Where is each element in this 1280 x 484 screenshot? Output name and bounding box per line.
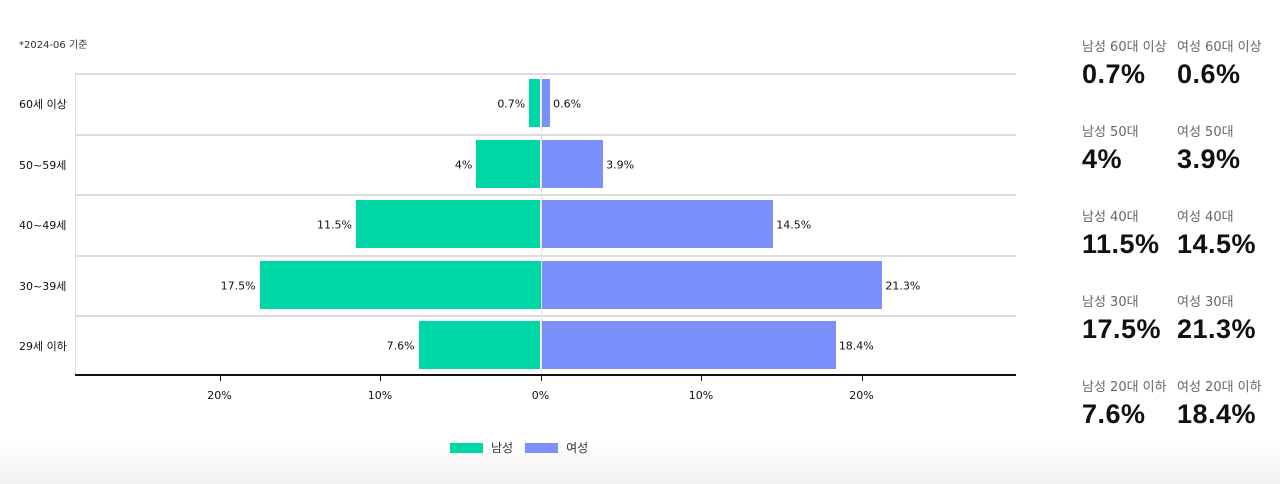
stat-value: 7.6% — [1082, 399, 1146, 429]
x-axis-tick — [861, 376, 863, 381]
x-axis-tick — [219, 376, 221, 381]
stat-card: 여성 20대 이하 18.4% — [1177, 376, 1277, 430]
stat-label: 여성 40대 — [1177, 210, 1234, 225]
x-axis-line — [75, 374, 1016, 376]
bar-value-label-male: 7.6% — [386, 339, 415, 353]
bar-male[interactable] — [355, 200, 541, 248]
bar-value-label-female: 3.9% — [606, 158, 635, 171]
bar-female[interactable] — [540, 200, 774, 248]
stat-value: 21.3% — [1177, 314, 1257, 344]
legend-item-female[interactable]: 여성 — [525, 439, 588, 456]
bar-male[interactable] — [418, 321, 541, 369]
chart-legend: 남성 여성 — [450, 439, 600, 456]
y-axis-label: 60세 이상 — [19, 98, 67, 111]
bar-value-label-female: 0.6% — [553, 97, 582, 111]
bar-value-label-female: 21.3% — [885, 279, 921, 292]
x-axis-tick-label: 20% — [849, 389, 874, 402]
stat-card: 남성 20대 이하 7.6% — [1082, 376, 1182, 430]
stat-value: 14.5% — [1177, 229, 1257, 259]
bar-male[interactable] — [259, 260, 541, 309]
x-axis-tick-label: 10% — [688, 389, 714, 402]
x-axis-tick-label: 10% — [367, 389, 393, 402]
stat-label: 남성 30대 — [1082, 295, 1139, 310]
stat-card: 여성 50대 3.9% — [1177, 121, 1277, 175]
bar-male[interactable] — [529, 79, 541, 127]
x-axis-tick — [701, 376, 702, 381]
row-band — [75, 315, 1016, 375]
stat-label: 여성 60대 이상 — [1177, 40, 1262, 55]
bar-value-label-female: 18.4% — [838, 339, 874, 353]
stat-value: 0.7% — [1082, 59, 1146, 89]
stat-label: 남성 60대 이상 — [1082, 40, 1167, 55]
stat-value: 3.9% — [1177, 144, 1241, 174]
stat-value: 11.5% — [1082, 229, 1160, 259]
legend-item-male[interactable]: 남성 — [450, 439, 513, 456]
bar-female[interactable] — [540, 260, 883, 309]
zero-gridline — [540, 73, 542, 375]
stat-value: 17.5% — [1082, 314, 1162, 344]
stat-card: 여성 40대 14.5% — [1177, 206, 1277, 260]
y-axis-label: 30~39세 — [19, 279, 67, 293]
bar-value-label-male: 11.5% — [316, 218, 352, 232]
row-band — [75, 73, 1016, 133]
stat-label: 여성 30대 — [1177, 295, 1234, 310]
stat-value: 18.4% — [1177, 399, 1257, 429]
stat-card: 남성 60대 이상 0.7% — [1082, 36, 1182, 90]
stat-label: 여성 50대 — [1177, 125, 1234, 140]
stat-label: 남성 20대 이하 — [1082, 380, 1167, 395]
y-axis-label: 50~59세 — [19, 158, 67, 172]
bar-female[interactable] — [540, 321, 836, 369]
stat-card: 여성 60대 이상 0.6% — [1177, 36, 1277, 90]
y-axis-label: 29세 이하 — [19, 340, 67, 353]
stat-value: 0.6% — [1177, 59, 1241, 89]
legend-swatch — [525, 442, 559, 453]
stat-card: 남성 30대 17.5% — [1082, 291, 1182, 345]
x-axis-tick — [540, 376, 542, 381]
bar-female[interactable] — [540, 139, 604, 188]
bar-female[interactable] — [540, 79, 551, 127]
bar-value-label-male: 0.7% — [497, 97, 526, 111]
stat-card: 남성 40대 11.5% — [1082, 206, 1182, 260]
legend-label: 여성 — [566, 441, 589, 455]
row-band — [75, 254, 1016, 315]
row-band — [75, 194, 1016, 254]
stat-label: 여성 20대 이하 — [1177, 380, 1262, 395]
bar-value-label-male: 17.5% — [220, 279, 256, 292]
legend-swatch — [450, 442, 483, 453]
x-axis-tick-label: 0% — [531, 389, 550, 402]
legend-label: 남성 — [491, 441, 514, 455]
bar-value-label-female: 14.5% — [776, 218, 812, 232]
bar-value-label-male: 4% — [454, 158, 473, 171]
row-band — [75, 133, 1016, 194]
x-axis-tick — [380, 376, 381, 381]
stat-card: 여성 30대 21.3% — [1177, 291, 1277, 345]
population-pyramid-chart: 0.7% 0.6% 4% 3.9% 11.5% 14.5% 17.5% 21.3% 7.6% 18… — [75, 73, 1016, 402]
stat-value: 4% — [1082, 144, 1123, 174]
stat-card: 남성 50대 4% — [1082, 121, 1182, 175]
plot-left-border — [75, 73, 76, 375]
y-axis-label: 40~49세 — [19, 219, 67, 232]
bar-male[interactable] — [476, 139, 541, 188]
stat-label: 남성 50대 — [1082, 125, 1139, 140]
x-axis-tick-label: 20% — [207, 389, 232, 402]
data-date-note: *2024-06 기준 — [19, 40, 88, 51]
stat-label: 남성 40대 — [1082, 210, 1139, 225]
